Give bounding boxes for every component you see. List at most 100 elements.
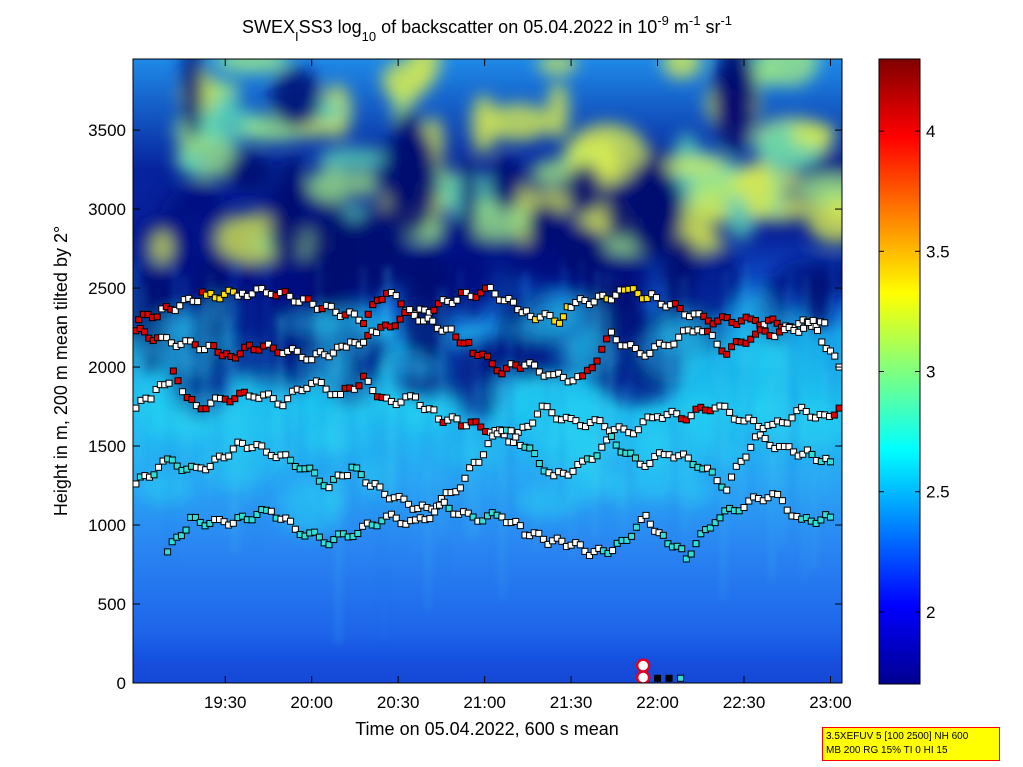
marker [150, 471, 158, 479]
heatmap-streak [381, 383, 385, 643]
marker [248, 516, 256, 524]
marker [750, 417, 758, 425]
heatmap-blob [307, 167, 355, 202]
marker [609, 547, 617, 555]
marker [559, 373, 567, 381]
marker [360, 320, 368, 328]
marker [456, 484, 464, 492]
marker [229, 288, 237, 296]
marker [435, 300, 443, 308]
y-axis: 0 500 1000 1500 2000 2500 3000 3500 [88, 121, 842, 693]
heatmap-streak [606, 271, 610, 503]
marker [491, 290, 499, 298]
marker [637, 515, 645, 523]
marker [282, 451, 290, 459]
colorbar-tick-label: 3 [926, 363, 935, 382]
marker [281, 288, 289, 296]
marker [304, 295, 312, 303]
marker [544, 540, 552, 548]
marker [652, 294, 660, 302]
marker [555, 369, 563, 377]
marker [814, 326, 822, 334]
marker [543, 403, 551, 411]
marker [802, 514, 810, 522]
marker [835, 404, 842, 412]
marker [306, 464, 314, 472]
marker [708, 331, 716, 339]
marker [469, 513, 477, 521]
heatmap-streak [438, 288, 442, 382]
marker [612, 291, 620, 299]
heatmap-streak [785, 286, 788, 446]
marker [477, 423, 485, 431]
marker [498, 370, 506, 378]
heatmap-blob [726, 346, 789, 364]
ground-band [133, 661, 842, 683]
marker [673, 410, 681, 418]
marker [630, 430, 638, 438]
marker [588, 364, 596, 372]
heatmap-streak [580, 279, 584, 350]
marker [133, 480, 140, 488]
marker [479, 451, 487, 459]
marker [325, 541, 333, 549]
heatmap-streak [545, 298, 549, 436]
marker [740, 504, 748, 512]
marker [220, 290, 228, 298]
marker [567, 303, 575, 311]
marker [177, 340, 185, 348]
marker [229, 445, 237, 453]
heatmap-blob [758, 59, 819, 87]
marker [634, 426, 642, 434]
heatmap-blob [352, 170, 376, 198]
heatmap-streak [441, 295, 444, 536]
marker [572, 417, 580, 425]
marker [535, 529, 543, 537]
heatmap-streak [381, 290, 385, 465]
marker [253, 510, 261, 518]
marker [479, 517, 487, 525]
marker [381, 490, 389, 498]
marker [475, 458, 483, 466]
marker [535, 460, 543, 468]
marker [692, 540, 700, 548]
heatmap-streak [366, 347, 369, 427]
marker [176, 302, 184, 310]
heatmap-streak [246, 369, 250, 504]
y-axis-label: Height in m, 200 m mean tilted by 2° [51, 226, 71, 516]
heatmap-streak [183, 275, 187, 475]
marker [581, 423, 589, 431]
marker [752, 330, 760, 338]
marker [225, 452, 233, 460]
marker [790, 448, 798, 456]
heatmap-blob [381, 60, 430, 102]
heatmap-blob [712, 61, 752, 134]
marker [182, 526, 190, 534]
y-tick-label: 500 [98, 595, 126, 614]
heatmap-streak [684, 275, 687, 533]
marker [168, 456, 176, 464]
marker [706, 524, 714, 532]
heatmap-streak [501, 382, 504, 601]
heatmap-streak [824, 370, 828, 497]
heatmap-streak [334, 352, 338, 450]
heatmap-blob [790, 122, 836, 148]
heatmap-blob [206, 294, 232, 330]
marker [486, 283, 494, 291]
marker [831, 352, 839, 360]
marker [466, 464, 474, 472]
marker [232, 354, 240, 362]
colorbar-tick-label: 3.5 [926, 242, 950, 261]
heatmap-streak [596, 381, 601, 478]
marker [512, 517, 520, 525]
marker [708, 468, 716, 476]
heatmap-blob [569, 427, 612, 460]
marker [627, 449, 635, 457]
heatmap-streak [595, 270, 600, 491]
marker [643, 294, 651, 302]
marker [210, 342, 218, 350]
marker [764, 494, 772, 502]
heatmap-blob [527, 202, 562, 250]
marker [586, 551, 594, 559]
heatmap-streak [476, 363, 479, 451]
